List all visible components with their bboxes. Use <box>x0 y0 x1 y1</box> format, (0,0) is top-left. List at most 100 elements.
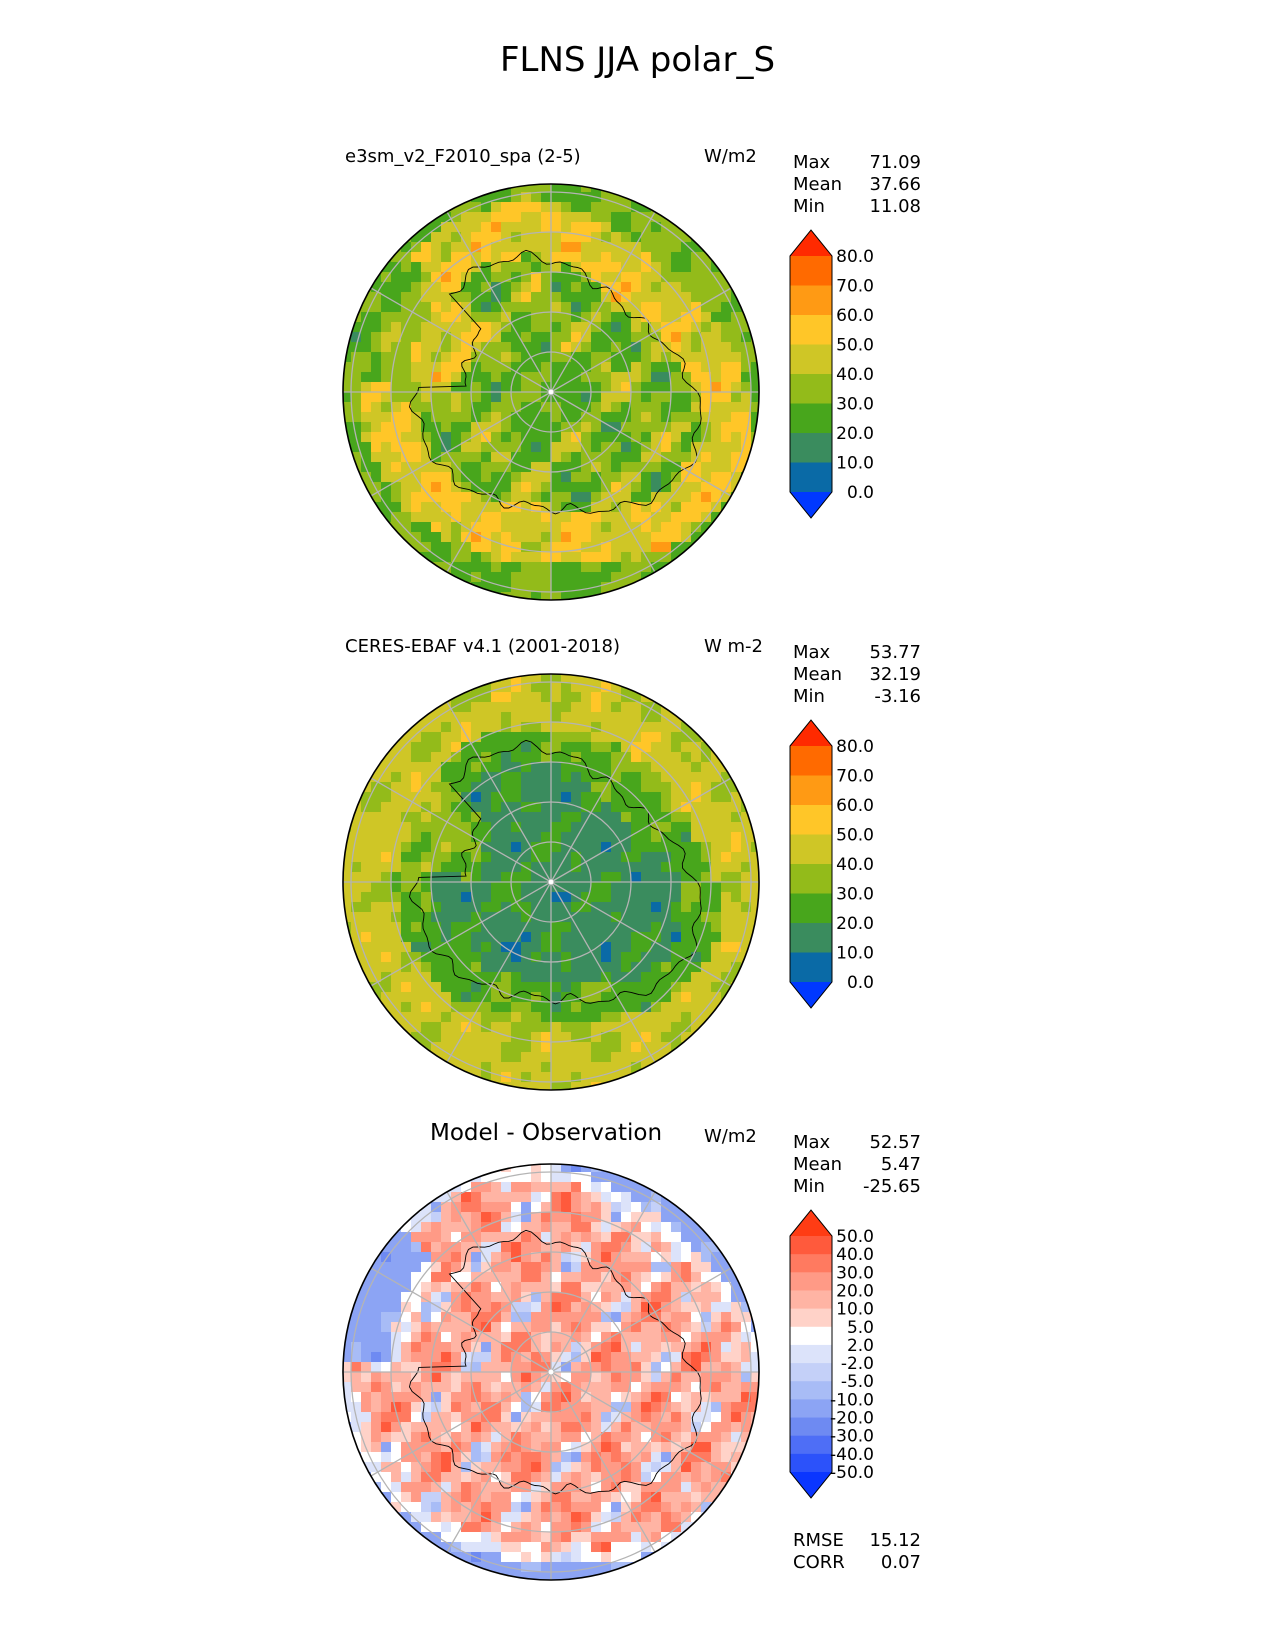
field-cell <box>521 892 532 903</box>
field-cell <box>421 982 432 993</box>
field-cell <box>691 462 702 473</box>
field-cell <box>491 522 502 533</box>
field-cell <box>651 1402 662 1413</box>
field-cell <box>601 1342 612 1353</box>
stat-value: 32.19 <box>869 664 921 685</box>
field-cell <box>581 582 592 593</box>
field-cell <box>561 512 572 523</box>
field-cell <box>361 422 372 433</box>
field-cell <box>361 1022 372 1033</box>
field-cell <box>571 452 582 463</box>
field-cell <box>661 512 672 523</box>
field-cell <box>401 862 412 873</box>
field-cell <box>343 1372 352 1383</box>
field-cell <box>561 202 572 213</box>
field-cell <box>561 1272 572 1283</box>
field-cell <box>551 1052 562 1063</box>
field-cell <box>381 572 392 583</box>
field-cell <box>531 1462 542 1473</box>
field-cell <box>621 992 632 1003</box>
field-cell <box>471 452 482 463</box>
field-cell <box>343 1222 352 1233</box>
field-cell <box>471 802 482 813</box>
field-cell <box>371 292 382 303</box>
field-cell <box>481 972 492 983</box>
field-cell <box>701 942 712 953</box>
field-cell <box>681 382 692 393</box>
field-cell <box>451 1382 462 1393</box>
field-cell <box>581 402 592 413</box>
field-cell <box>441 1172 452 1183</box>
field-cell <box>351 1342 362 1353</box>
field-cell <box>721 452 732 463</box>
field-cell <box>521 292 532 303</box>
field-cell <box>561 1292 572 1303</box>
field-cell <box>571 1232 582 1243</box>
field-cell <box>501 872 512 883</box>
field-cell <box>361 962 372 973</box>
field-cell <box>591 1322 602 1333</box>
field-cell <box>721 1322 732 1333</box>
field-cell <box>561 1412 572 1423</box>
field-cell <box>471 1042 482 1053</box>
field-cell <box>561 362 572 373</box>
field-cell <box>681 1442 692 1453</box>
field-cell <box>641 282 652 293</box>
field-cell <box>481 1422 492 1433</box>
field-cell <box>371 392 382 403</box>
field-cell <box>511 312 522 323</box>
field-cell <box>381 952 392 963</box>
field-cell <box>561 422 572 433</box>
field-cell <box>741 1202 752 1213</box>
field-cell <box>571 442 582 453</box>
field-cell <box>431 712 442 723</box>
field-cell <box>751 402 759 413</box>
field-cell <box>551 442 562 453</box>
field-cell <box>491 1292 502 1303</box>
field-cell <box>491 1372 502 1383</box>
field-cell <box>461 812 472 823</box>
field-cell <box>441 1232 452 1243</box>
field-cell <box>481 1072 492 1083</box>
field-cell <box>431 882 442 893</box>
field-cell <box>711 382 722 393</box>
field-cell <box>531 1232 542 1243</box>
field-cell <box>421 302 432 313</box>
field-cell <box>371 722 382 733</box>
field-cell <box>721 292 732 303</box>
field-cell <box>391 922 402 933</box>
field-cell <box>343 1042 352 1053</box>
field-cell <box>691 1322 702 1333</box>
field-cell <box>541 302 552 313</box>
field-cell <box>671 332 682 343</box>
field-cell <box>611 1332 622 1343</box>
field-cell <box>571 572 582 583</box>
field-cell <box>741 1002 752 1013</box>
field-cell <box>351 1462 362 1473</box>
colorbar-segment <box>790 893 832 924</box>
field-cell <box>731 322 742 333</box>
field-cell <box>651 442 662 453</box>
field-cell <box>751 322 759 333</box>
field-cell <box>343 572 352 583</box>
field-cell <box>561 1372 572 1383</box>
field-cell <box>531 1212 542 1223</box>
field-cell <box>361 542 372 553</box>
field-cell <box>711 582 722 593</box>
field-cell <box>571 802 582 813</box>
field-cell <box>681 912 692 923</box>
field-cell <box>711 442 722 453</box>
field-cell <box>561 1082 572 1090</box>
field-cell <box>401 422 412 433</box>
field-cell <box>461 202 472 213</box>
field-cell <box>421 922 432 933</box>
field-cell <box>371 842 382 853</box>
field-cell <box>551 702 562 713</box>
field-cell <box>491 532 502 543</box>
field-cell <box>691 1252 702 1263</box>
field-cell <box>431 1372 442 1383</box>
field-cell <box>621 952 632 963</box>
field-cell <box>531 322 542 333</box>
field-cell <box>621 322 632 333</box>
field-cell <box>741 912 752 923</box>
